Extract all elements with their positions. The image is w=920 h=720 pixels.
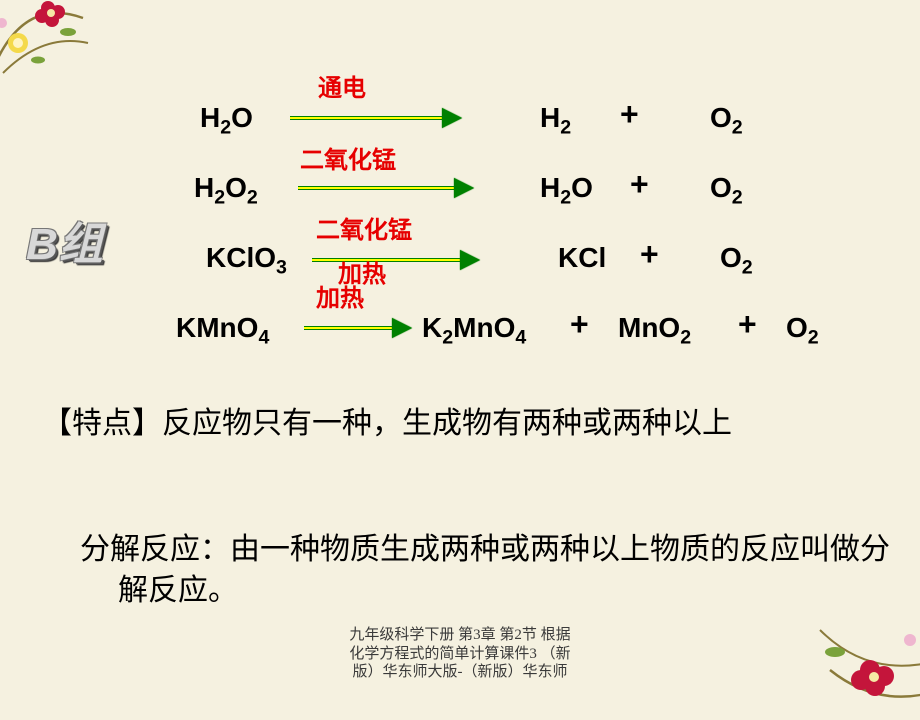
plus-sign: + [630,166,649,203]
reaction-arrow [304,324,410,334]
footer-line-1: 九年级科学下册 第3章 第2节 根据 [0,626,920,645]
product: O2 [786,312,819,344]
plus-sign: + [570,306,589,343]
definition-text: 分解反应：由一种物质生成两种或两种以上物质的反应叫做分解反应。 [42,530,892,611]
plus-sign: + [640,236,659,273]
reaction-arrow [298,184,472,194]
product: MnO2 [618,312,691,344]
slide-footer: 九年级科学下册 第3章 第2节 根据 化学方程式的简单计算课件3 （新 版）华东… [0,626,920,682]
product: O2 [720,242,753,274]
corner-flower-top-left [0,0,108,108]
equation-row-2: H2O2二氧化锰H2O+O2 [190,154,890,224]
equations-block: H2O通电H2+O2H2O2二氧化锰H2O+O2KClO3二氧化锰KCl+O2加… [190,84,890,364]
reactant: KClO3 [206,242,287,274]
product: H2O [540,172,593,204]
reaction-condition: 二氧化锰 [300,148,396,173]
footer-line-3: 版）华东师大版-（新版）华东师 [0,663,920,682]
reactant: H2O [200,102,253,134]
reactant: KMnO4 [176,312,269,344]
product: O2 [710,172,743,204]
equation-row-3: KClO3二氧化锰KCl+O2加热 [190,224,890,294]
equation-row-4: KMnO4加热K2MnO4+MnO2+O2 [190,294,890,364]
plus-sign: + [620,96,639,133]
product: O2 [710,102,743,134]
equation-row-1: H2O通电H2+O2 [190,84,890,154]
product: K2MnO4 [422,312,526,344]
reaction-condition: 加热 [316,286,364,311]
footer-line-2: 化学方程式的简单计算课件3 （新 [0,645,920,664]
product: H2 [540,102,571,134]
reaction-arrow [312,256,478,266]
reaction-arrow [290,114,460,124]
product: KCl [558,242,606,274]
reaction-condition: 通电 [318,76,366,101]
group-b-label: B组 [26,208,104,272]
feature-text: 【特点】反应物只有一种，生成物有两种或两种以上 [42,404,892,445]
reaction-condition-below: 加热 [338,262,386,287]
reactant: H2O2 [194,172,258,204]
plus-sign: + [738,306,757,343]
reaction-condition: 二氧化锰 [316,218,412,243]
